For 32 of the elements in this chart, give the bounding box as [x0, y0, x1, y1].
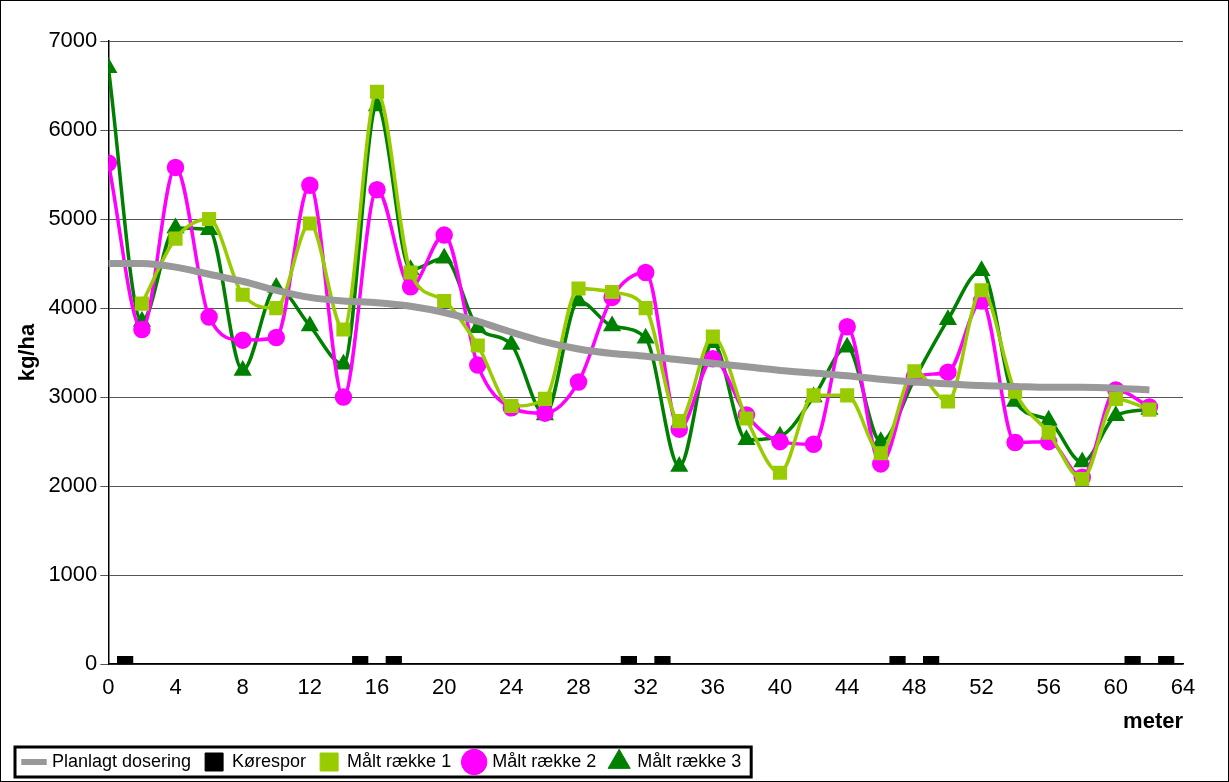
x-tick-label: 44	[834, 674, 860, 700]
y-tick-label: 5000	[48, 205, 98, 231]
legend-label: Kørespor	[232, 750, 307, 771]
x-tick-label: 32	[633, 674, 658, 700]
y-tick-label: 4000	[48, 294, 98, 320]
x-tick-label: 40	[767, 674, 793, 700]
legend-label: Målt række 3	[637, 750, 742, 771]
legend-label: Målt række 2	[492, 750, 597, 771]
x-tick-label: 52	[969, 674, 994, 700]
x-tick-label: 12	[297, 674, 323, 700]
x-tick-label: 48	[902, 674, 927, 700]
x-tick-label: 4	[169, 674, 182, 700]
x-tick-label: 36	[700, 674, 726, 700]
x-tick-label: 60	[1103, 674, 1129, 700]
x-tick-label: 56	[1036, 674, 1061, 700]
y-axis-title: kg/ha	[14, 323, 40, 382]
x-tick-label: 16	[364, 674, 390, 700]
y-tick-label: 6000	[48, 116, 98, 142]
x-tick-label: 0	[102, 674, 115, 700]
x-tick-label: 24	[499, 674, 524, 700]
y-tick-label: 2000	[48, 472, 98, 498]
y-tick-label: 0	[85, 650, 98, 676]
x-tick-label: 8	[236, 674, 249, 700]
legend-label: Målt række 1	[347, 750, 452, 771]
x-axis-title: meter	[1123, 707, 1184, 733]
legend-label: Planlagt dosering	[52, 750, 192, 771]
y-tick-label: 1000	[48, 561, 98, 587]
y-tick-label: 7000	[48, 27, 98, 53]
x-tick-label: 20	[431, 674, 457, 700]
y-tick-label: 3000	[48, 383, 98, 409]
x-tick-label: 64	[1170, 674, 1196, 700]
x-tick-label: 28	[566, 674, 591, 700]
